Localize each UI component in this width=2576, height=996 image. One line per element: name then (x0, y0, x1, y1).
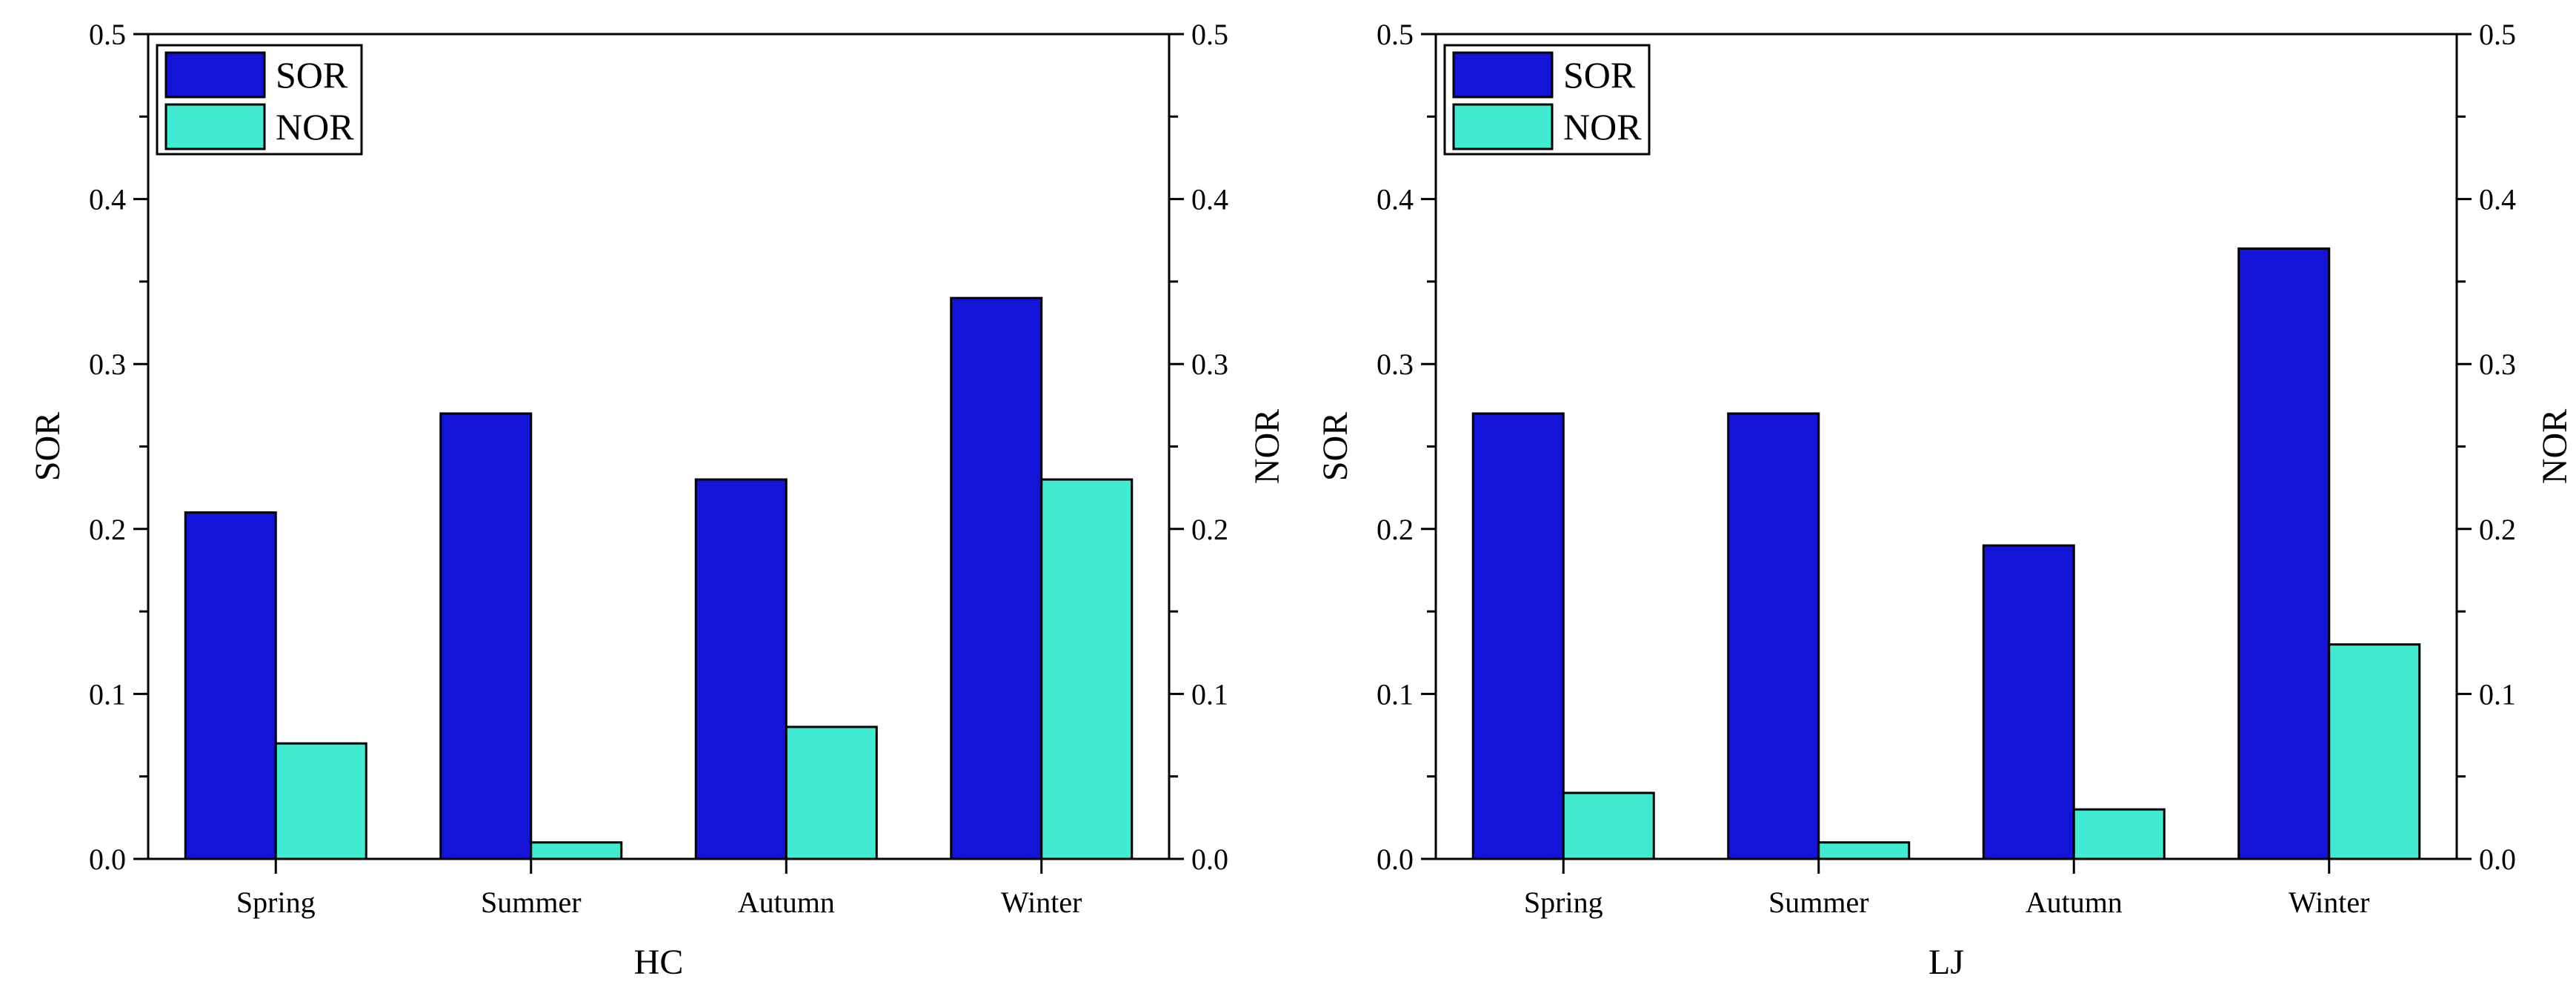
legend-label-sor: SOR (1563, 54, 1636, 96)
x-tick-label-summer: Summer (1768, 886, 1869, 919)
bar-sor-autumn (1982, 544, 2075, 860)
bar-sor-summer (439, 412, 533, 860)
x-tick-label-spring: Spring (1524, 886, 1603, 919)
y-left-tick-label: 0.5 (89, 18, 126, 51)
x-tick-label-summer: Summer (481, 886, 582, 919)
y-left-tick-label: 0.0 (89, 843, 126, 876)
y-left-tick-label: 0.4 (1377, 183, 1414, 216)
bar-sor-autumn (694, 478, 788, 860)
legend-label-sor: SOR (276, 54, 348, 96)
y-right-tick-label: 0.4 (2479, 183, 2516, 216)
bar-nor-spring (274, 742, 367, 860)
bar-nor-winter (1040, 478, 1134, 860)
bar-sor-spring (184, 511, 277, 860)
bar-sor-winter (950, 296, 1043, 860)
bar-sor-winter (2237, 247, 2331, 860)
legend-swatch-sor (1452, 51, 1554, 99)
y-right-tick-label: 0.0 (1191, 843, 1228, 876)
legend-label-nor: NOR (1563, 106, 1642, 147)
y-left-tick-label: 0.3 (1377, 348, 1414, 381)
bar-nor-winter (2328, 643, 2421, 860)
y-right-tick-label: 0.2 (2479, 513, 2516, 546)
legend-label-nor: NOR (276, 106, 354, 147)
y-left-tick-label: 0.2 (89, 513, 126, 546)
y-right-tick-label: 0.3 (2479, 348, 2516, 381)
y-left-tick-label: 0.5 (1377, 18, 1414, 51)
legend-swatch-sor (164, 51, 266, 99)
y-right-tick-label: 0.5 (2479, 18, 2516, 51)
chart-panel-lj: Spring Summer Autumn Winter 0.0 0.0 0.1 0.1 0.2 0… (1316, 18, 2575, 982)
x-axis-title: HC (634, 943, 684, 982)
y-right-tick-label: 0.5 (1191, 18, 1228, 51)
legend-swatch-nor (1452, 103, 1554, 150)
y-left-tick-label: 0.4 (89, 183, 126, 216)
y-left-axis-title: SOR (1316, 412, 1355, 481)
x-tick-label-winter: Winter (1001, 886, 1082, 919)
x-tick-label-autumn: Autumn (2026, 886, 2123, 919)
y-left-axis-title: SOR (28, 412, 67, 481)
bar-nor-spring (1562, 791, 1655, 860)
y-right-tick-label: 0.0 (2479, 843, 2516, 876)
y-left-tick-label: 0.1 (1377, 677, 1414, 711)
chart-panel-hc: Spring Summer Autumn Winter 0.0 0.0 0.1 0.1 0.2 0… (28, 18, 1287, 982)
bar-nor-summer (530, 841, 623, 860)
x-tick-label-autumn: Autumn (738, 886, 835, 919)
y-right-tick-label: 0.1 (1191, 677, 1228, 711)
bar-sor-spring (1471, 412, 1565, 860)
bar-nor-autumn (785, 726, 878, 860)
legend-swatch-nor (164, 103, 266, 150)
x-tick-label-spring: Spring (236, 886, 316, 919)
bar-nor-summer (1817, 841, 1911, 860)
y-right-axis-title: NOR (1248, 409, 1287, 484)
y-right-tick-label: 0.4 (1191, 183, 1228, 216)
y-right-tick-label: 0.2 (1191, 513, 1228, 546)
y-left-tick-label: 0.1 (89, 677, 126, 711)
x-tick-label-winter: Winter (2289, 886, 2369, 919)
y-right-tick-label: 0.1 (2479, 677, 2516, 711)
y-left-tick-label: 0.0 (1377, 843, 1414, 876)
y-left-tick-label: 0.2 (1377, 513, 1414, 546)
bar-sor-summer (1727, 412, 1820, 860)
bar-nor-autumn (2072, 808, 2166, 860)
y-right-axis-title: NOR (2535, 409, 2575, 484)
y-left-tick-label: 0.3 (89, 348, 126, 381)
y-right-tick-label: 0.3 (1191, 348, 1228, 381)
x-axis-title: LJ (1928, 943, 1964, 982)
